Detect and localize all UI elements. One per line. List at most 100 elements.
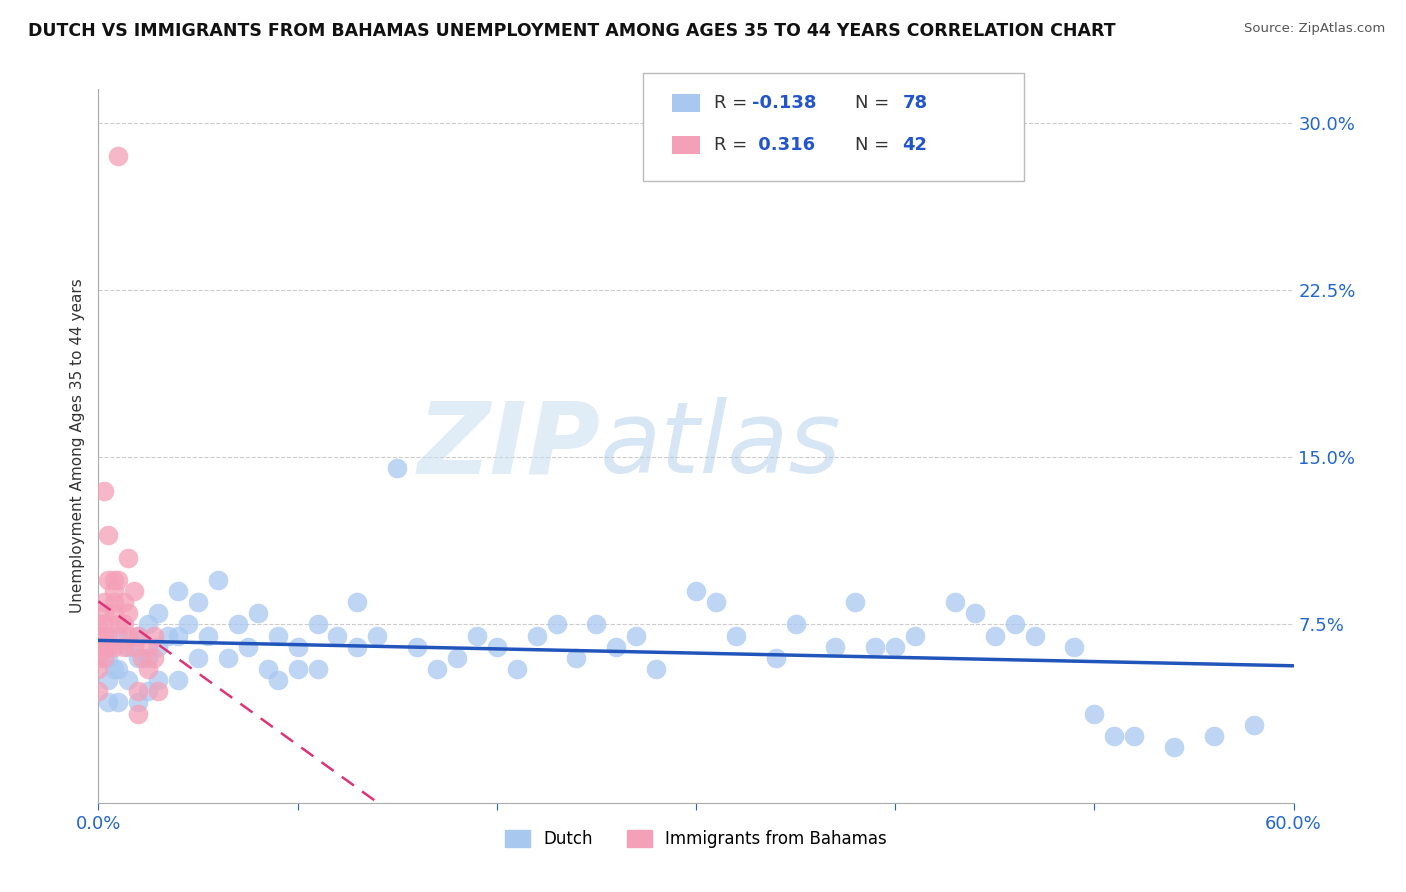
Point [765, 651, 787, 665]
Point [187, 595, 209, 609]
Point [97, 628, 120, 642]
Point [246, 607, 269, 621]
Point [267, 628, 290, 642]
Text: N =: N = [855, 136, 894, 154]
Text: 0.316: 0.316 [752, 136, 815, 154]
Point [136, 617, 159, 632]
Point [865, 640, 887, 654]
Point [1202, 729, 1225, 743]
Point [217, 651, 239, 665]
Point [136, 662, 159, 676]
Point [426, 662, 449, 676]
Point [685, 583, 707, 598]
Point [87, 617, 110, 632]
Point [87, 628, 110, 642]
Point [346, 595, 368, 609]
Point [1163, 740, 1185, 755]
Point [93, 628, 115, 642]
Point [87, 651, 110, 665]
Point [117, 628, 139, 642]
Point [93, 640, 115, 654]
Text: R =: R = [714, 94, 754, 112]
Point [93, 607, 115, 621]
Text: ZIP: ZIP [418, 398, 600, 494]
Point [127, 696, 149, 710]
Point [645, 662, 668, 676]
Point [87, 662, 110, 676]
Point [1024, 628, 1046, 642]
Point [107, 149, 129, 163]
Point [87, 640, 110, 654]
Point [117, 673, 139, 687]
Point [207, 573, 229, 587]
Point [236, 640, 259, 654]
Point [112, 595, 135, 609]
Point [93, 595, 115, 609]
Point [626, 628, 648, 642]
Point [107, 628, 129, 642]
Point [546, 617, 568, 632]
Point [148, 673, 170, 687]
Point [148, 607, 170, 621]
Point [1083, 706, 1105, 721]
Point [167, 583, 190, 598]
Point [526, 628, 548, 642]
Point [97, 673, 120, 687]
Point [326, 628, 349, 642]
Point [267, 673, 290, 687]
Point [97, 573, 120, 587]
Point [124, 640, 146, 654]
Point [346, 640, 368, 654]
Point [167, 628, 190, 642]
Point [143, 628, 166, 642]
Point [107, 662, 129, 676]
Point [127, 628, 149, 642]
Point [131, 651, 153, 665]
Point [112, 640, 135, 654]
Point [127, 651, 149, 665]
Point [226, 617, 249, 632]
Point [704, 595, 727, 609]
Text: 78: 78 [903, 94, 928, 112]
Point [127, 628, 149, 642]
Point [884, 640, 907, 654]
Point [93, 651, 115, 665]
Point [148, 684, 170, 698]
Point [136, 640, 159, 654]
Legend: Dutch, Immigrants from Bahamas: Dutch, Immigrants from Bahamas [505, 830, 887, 848]
Point [287, 662, 309, 676]
Point [107, 696, 129, 710]
Point [406, 640, 429, 654]
Text: 42: 42 [903, 136, 928, 154]
Text: DUTCH VS IMMIGRANTS FROM BAHAMAS UNEMPLOYMENT AMONG AGES 35 TO 44 YEARS CORRELAT: DUTCH VS IMMIGRANTS FROM BAHAMAS UNEMPLO… [28, 22, 1116, 40]
Point [107, 573, 129, 587]
Text: Source: ZipAtlas.com: Source: ZipAtlas.com [1244, 22, 1385, 36]
Y-axis label: Unemployment Among Ages 35 to 44 years: Unemployment Among Ages 35 to 44 years [69, 278, 84, 614]
Point [103, 583, 125, 598]
Point [785, 617, 807, 632]
Point [256, 662, 278, 676]
Point [724, 628, 747, 642]
Point [287, 640, 309, 654]
Text: -0.138: -0.138 [752, 94, 817, 112]
Point [103, 573, 125, 587]
Point [124, 583, 146, 598]
Point [177, 617, 200, 632]
Point [93, 483, 115, 498]
Point [103, 607, 125, 621]
Point [87, 684, 110, 698]
Point [585, 617, 607, 632]
Point [148, 640, 170, 654]
Point [197, 628, 219, 642]
Point [943, 595, 966, 609]
Text: atlas: atlas [600, 398, 842, 494]
Point [107, 617, 129, 632]
Point [844, 595, 866, 609]
Point [307, 662, 329, 676]
Point [1123, 729, 1146, 743]
Point [112, 617, 135, 632]
Point [904, 628, 927, 642]
Point [605, 640, 627, 654]
Point [157, 628, 180, 642]
Point [136, 651, 159, 665]
